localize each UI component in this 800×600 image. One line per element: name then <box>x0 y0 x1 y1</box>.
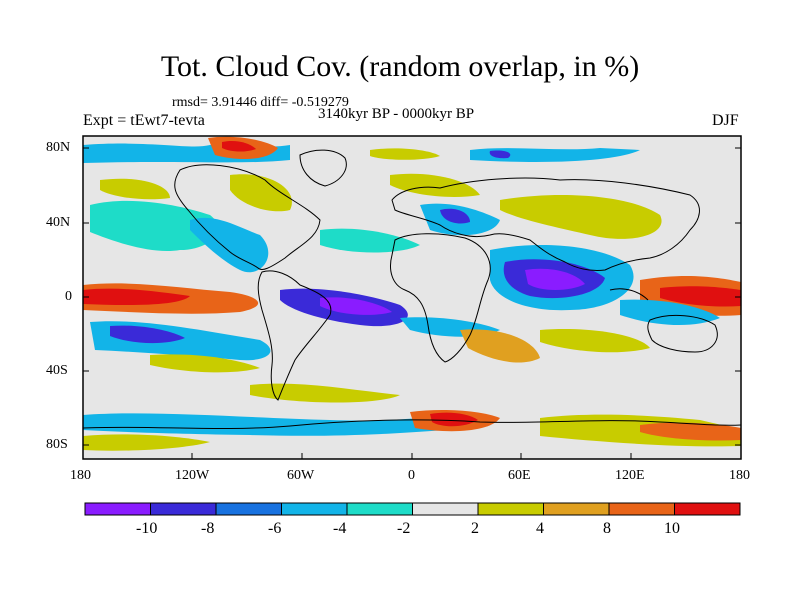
lat-tick-label: 40S <box>46 363 68 378</box>
colorbar-swatch <box>674 502 741 516</box>
anomaly-region <box>83 288 190 306</box>
colorbar-swatch <box>346 502 413 516</box>
anomaly-region <box>250 383 400 403</box>
lat-tick-label: 40N <box>46 215 71 230</box>
anomaly-region <box>370 148 440 160</box>
lat-tick-label: 80S <box>46 437 68 452</box>
anomaly-region <box>100 178 170 200</box>
season-label: DJF <box>712 112 739 129</box>
colorbar-label: 2 <box>471 520 479 537</box>
anomaly-region <box>470 148 640 162</box>
coastline-eurasia <box>391 177 700 271</box>
anomaly-region <box>83 434 210 451</box>
anomaly-region <box>230 174 292 212</box>
anomaly-region <box>660 286 741 307</box>
lon-tick-label: 60E <box>508 468 531 483</box>
map-title: Tot. Cloud Cov. (random overlap, in %) <box>160 50 640 83</box>
colorbar-swatch <box>281 502 348 516</box>
anomaly-region <box>460 329 540 363</box>
lon-tick-label: 180 <box>729 468 750 483</box>
colorbar-label: -6 <box>268 520 282 537</box>
anomaly-region <box>489 150 511 159</box>
coastline-greenland <box>299 149 347 187</box>
stats-label: rmsd= 3.91446 diff= -0.519279 <box>172 95 349 110</box>
anomaly-region <box>390 173 480 197</box>
colorbar-label: 8 <box>603 520 611 537</box>
anomaly-field <box>83 136 741 459</box>
colorbar-label: -2 <box>397 520 411 537</box>
anomaly-region <box>190 217 269 273</box>
anomaly-region <box>640 422 741 441</box>
coastlines <box>83 149 741 430</box>
anomaly-region <box>525 268 585 290</box>
anomaly-region <box>222 140 256 152</box>
coastline-africa <box>390 233 491 363</box>
colorbar-label: 4 <box>536 520 544 537</box>
colorbar-label: -8 <box>201 520 215 537</box>
anomaly-region <box>540 329 650 353</box>
colorbar-swatch <box>150 502 217 516</box>
colorbar-swatch <box>608 502 675 516</box>
lon-tick-label: 60W <box>287 468 315 483</box>
colorbar-swatch <box>543 502 610 516</box>
colorbar-swatch <box>84 502 151 516</box>
coastline-south-america <box>257 270 332 401</box>
colorbar-label: 10 <box>664 520 680 537</box>
period-label: 3140kyr BP - 0000kyr BP <box>318 106 475 122</box>
axis-ticks <box>83 147 741 459</box>
colorbar-swatch <box>215 502 282 516</box>
experiment-label: Expt = tEwt7-tevta <box>83 112 205 129</box>
anomaly-region <box>83 413 470 436</box>
anomaly-region <box>320 228 420 253</box>
colorbar-label: -10 <box>136 520 158 537</box>
colorbar-label: -4 <box>333 520 347 537</box>
coastline-north-america <box>174 164 321 271</box>
colorbar <box>84 502 741 516</box>
anomaly-region <box>90 200 219 251</box>
coastline-maritime <box>609 288 649 301</box>
anomaly-region <box>110 325 185 344</box>
lon-tick-label: 120E <box>615 468 645 483</box>
anomaly-region <box>620 299 720 326</box>
colorbar-swatch <box>477 502 544 516</box>
anomaly-region <box>320 297 392 315</box>
anomaly-region <box>500 195 662 239</box>
anomaly-region <box>440 208 470 224</box>
lat-tick-label: 80N <box>46 140 71 155</box>
lat-tick-label: 0 <box>65 289 72 304</box>
lon-tick-label: 120W <box>175 468 210 483</box>
coastline-australia <box>647 315 718 353</box>
colorbar-swatch <box>412 502 479 516</box>
coastline-antarctica <box>83 419 741 430</box>
anomaly-region <box>150 354 260 373</box>
anomaly-region <box>430 412 478 427</box>
lon-tick-label: 0 <box>408 468 415 483</box>
lon-tick-label: 180 <box>70 468 91 483</box>
